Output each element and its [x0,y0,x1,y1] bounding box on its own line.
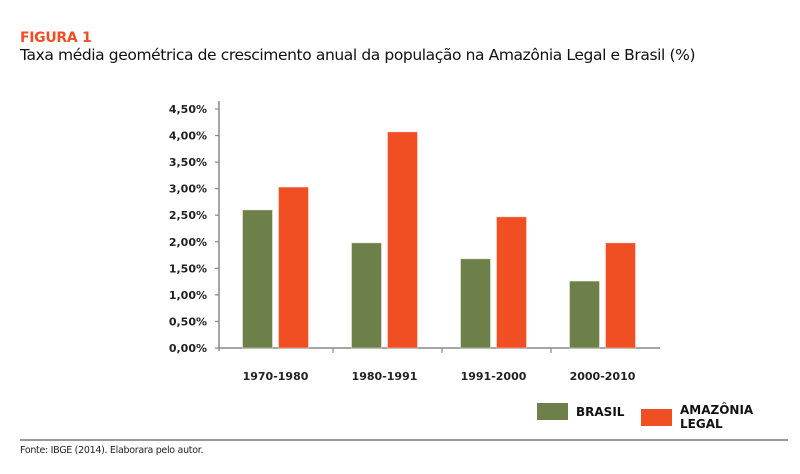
x-tick-label: 2000-2010 [570,370,636,383]
bar-chart: 0,00% 0,50% 1,00% 1,50% 2,00% 2,50% 3,00% 3,50%… [169,101,660,383]
y-tick-label: 3,50% [169,156,207,169]
legend-item-amazonia: AMAZÔNIA LEGAL [641,403,800,431]
bar-brasil-2000-2010 [569,280,600,349]
x-tick-label: 1980-1991 [352,370,418,383]
bar-brasil-1991-2000 [460,258,491,349]
y-tick-label: 1,00% [169,289,207,302]
legend-label-amazonia: AMAZÔNIA LEGAL [680,403,754,431]
figure-label: FIGURA 1 [20,30,92,46]
x-tick-label: 1991-2000 [461,370,527,383]
y-tick-label: 2,50% [169,209,207,222]
y-tick-label: 0,00% [169,342,207,355]
bar-amazonia-2000-2010 [605,242,636,349]
y-tick-label: 2,00% [169,236,207,249]
source-note: Fonte: IBGE (2014). Elaborara pelo autor… [20,445,204,456]
bar-brasil-1970-1980 [242,209,273,349]
x-tick-label: 1970-1980 [243,370,309,383]
y-tick-label: 3,00% [169,183,207,196]
divider [20,439,788,441]
y-tick-label: 1,50% [169,262,207,275]
y-tick-label: 4,00% [169,130,207,143]
legend-label-brasil: BRASIL [576,404,625,419]
y-tick-label: 4,50% [169,103,207,116]
bar-amazonia-1991-2000 [496,216,527,349]
bar-brasil-1980-1991 [351,242,382,349]
legend-item-brasil: BRASIL [537,403,624,420]
bar-amazonia-1970-1980 [278,186,309,349]
chart-title: Taxa média geométrica de crescimento anu… [20,46,696,64]
bar-amazonia-1980-1991 [387,131,418,349]
legend-swatch-brasil [537,403,568,420]
legend-swatch-amazonia [641,408,672,426]
y-tick-label: 0,50% [169,315,207,328]
